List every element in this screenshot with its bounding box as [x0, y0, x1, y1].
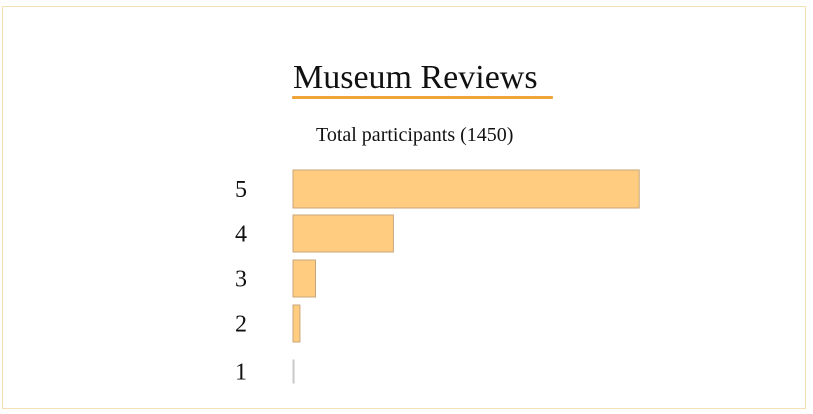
bar-rating-5 — [292, 169, 640, 209]
chart-subtitle: Total participants (1450) — [316, 124, 514, 146]
title-underline — [292, 96, 553, 99]
bar-rating-2 — [292, 304, 301, 343]
bar-rating-4 — [292, 214, 394, 253]
category-label-2: 2 — [235, 312, 247, 338]
category-label-3: 3 — [235, 267, 247, 293]
bar-rating-3 — [292, 259, 317, 298]
category-label-4: 4 — [235, 222, 247, 248]
category-label-1: 1 — [235, 360, 247, 386]
bar-rating-1 — [292, 359, 295, 384]
chart-title: Museum Reviews — [293, 59, 538, 96]
category-label-5: 5 — [235, 177, 247, 203]
chart-frame — [2, 6, 806, 409]
